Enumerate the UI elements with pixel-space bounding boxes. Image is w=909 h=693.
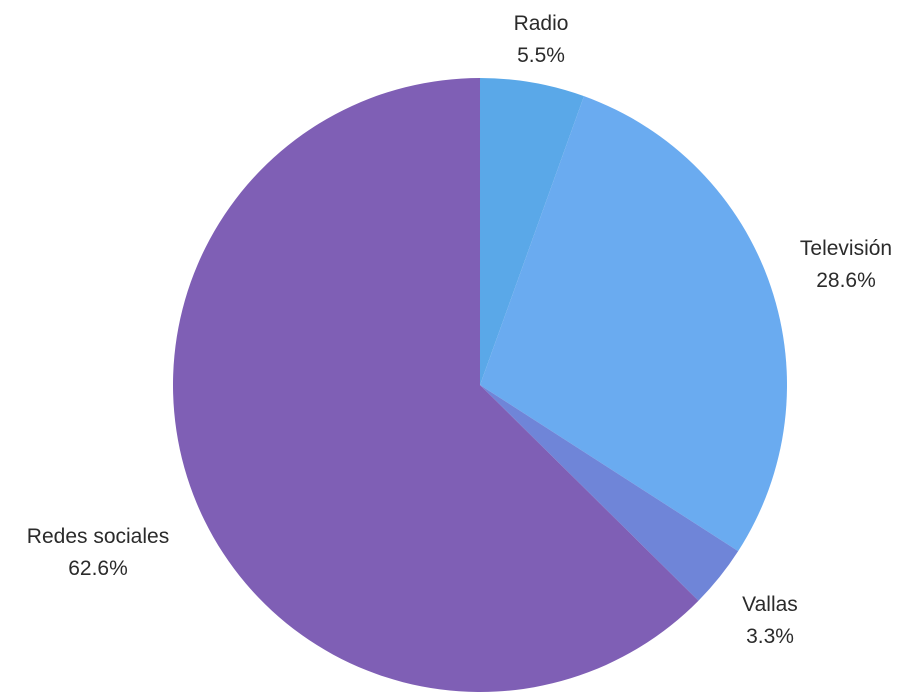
slice-label-radio: Radio bbox=[514, 12, 569, 35]
slice-value-television: 28.6% bbox=[816, 269, 876, 292]
pie-slice-redes-sociales bbox=[173, 78, 699, 692]
slice-value-vallas: 3.3% bbox=[746, 625, 794, 648]
pie-labels: Radio 5.5% Televisión 28.6% Vallas 3.3% Redes … bbox=[27, 12, 892, 648]
pie-slice-radio bbox=[480, 78, 584, 385]
slice-label-vallas: Vallas bbox=[742, 593, 798, 616]
slice-label-redes-sociales: Redes sociales bbox=[27, 525, 169, 548]
slice-label-television: Televisión bbox=[800, 237, 892, 260]
pie-slice-television bbox=[480, 96, 787, 552]
slice-value-redes-sociales: 62.6% bbox=[68, 557, 128, 580]
slice-value-radio: 5.5% bbox=[517, 44, 565, 67]
pie-slices bbox=[173, 78, 787, 692]
pie-slice-vallas bbox=[480, 385, 739, 601]
